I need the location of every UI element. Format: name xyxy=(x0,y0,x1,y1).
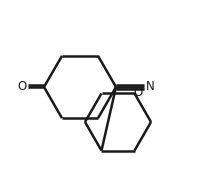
Text: O: O xyxy=(17,80,27,94)
Text: O: O xyxy=(134,86,143,99)
Text: N: N xyxy=(146,80,154,94)
